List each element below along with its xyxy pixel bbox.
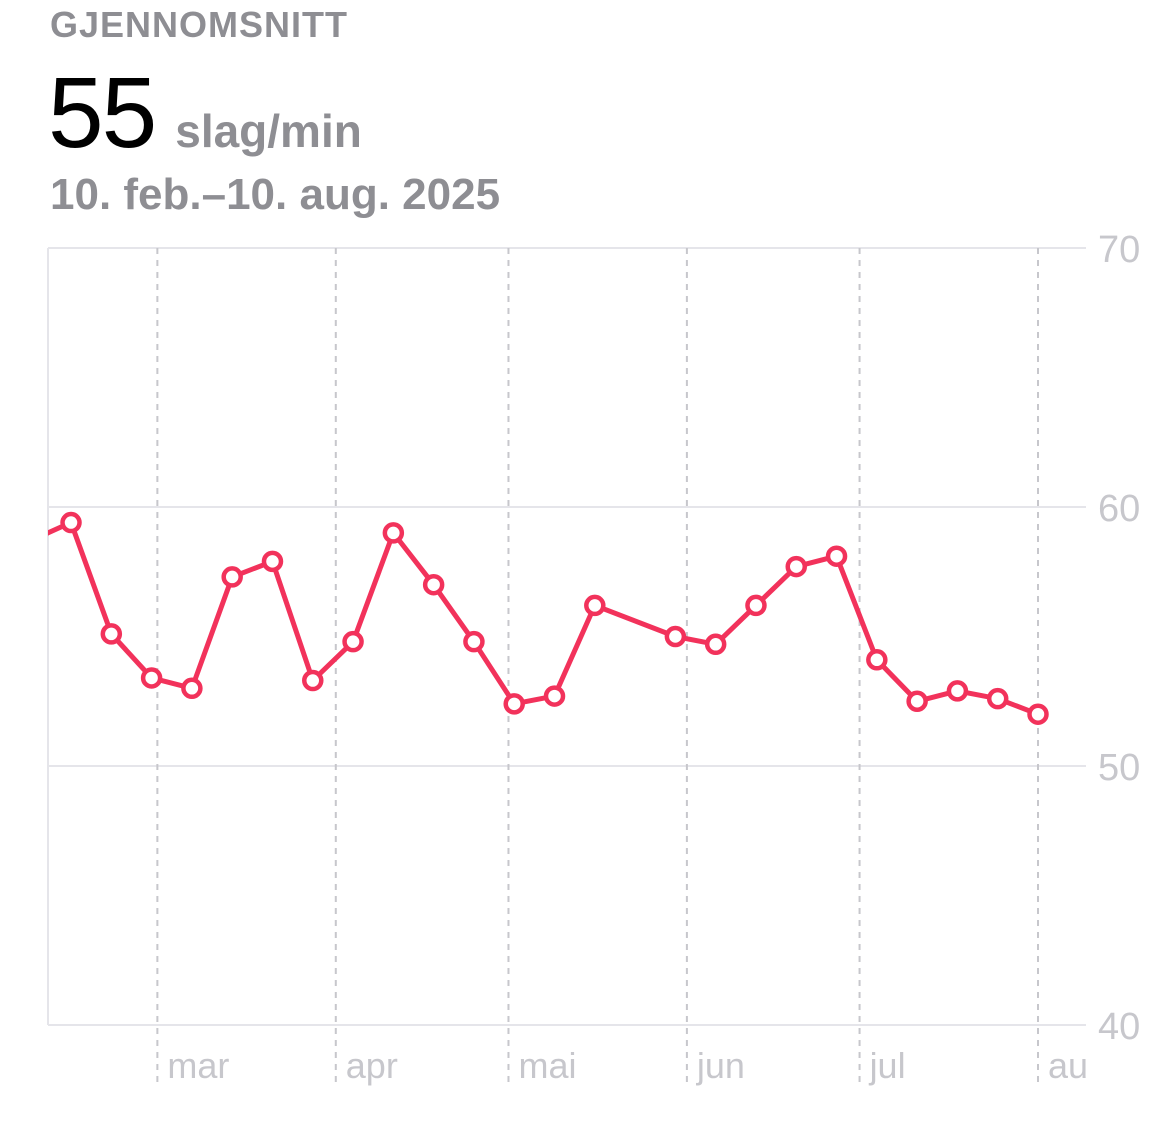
- y-tick-label: 50: [1098, 747, 1140, 789]
- y-tick-label: 40: [1098, 1006, 1140, 1048]
- data-point[interactable]: [463, 630, 485, 653]
- average-value: 55: [48, 57, 157, 169]
- data-point[interactable]: [342, 630, 364, 653]
- unit-label: slag/min: [175, 105, 362, 157]
- x-tick-label: mai: [518, 1045, 576, 1086]
- data-point[interactable]: [100, 623, 123, 645]
- data-point[interactable]: [422, 573, 445, 596]
- x-tick-label: jul: [869, 1045, 906, 1086]
- series-layer: [48, 511, 1049, 725]
- data-point[interactable]: [906, 690, 928, 712]
- data-point[interactable]: [866, 649, 888, 671]
- x-tick-label: apr: [346, 1045, 398, 1086]
- data-point[interactable]: [584, 594, 606, 617]
- data-point[interactable]: [543, 685, 566, 707]
- grid-layer: [47, 247, 1086, 1088]
- data-point[interactable]: [1027, 703, 1049, 725]
- date-range: 10. feb.–10. aug. 2025: [50, 170, 501, 219]
- data-point[interactable]: [825, 545, 848, 567]
- data-point[interactable]: [503, 693, 525, 715]
- y-axis-labels: 70 60 50 40: [1098, 229, 1140, 1048]
- data-point[interactable]: [946, 680, 969, 702]
- data-point[interactable]: [664, 625, 687, 648]
- data-point[interactable]: [986, 687, 1009, 710]
- data-point[interactable]: [221, 566, 243, 588]
- data-point[interactable]: [382, 522, 405, 544]
- x-tick-label: aug: [1048, 1045, 1108, 1086]
- data-point[interactable]: [261, 550, 284, 573]
- data-point[interactable]: [302, 669, 324, 692]
- data-point[interactable]: [60, 511, 82, 534]
- average-value-row: 55 slag/min: [48, 56, 362, 171]
- series-line: [48, 520, 1041, 717]
- x-tick-label: jun: [696, 1045, 745, 1086]
- x-tick-label: mar: [167, 1045, 229, 1086]
- data-point[interactable]: [181, 677, 203, 700]
- data-point[interactable]: [140, 667, 163, 689]
- data-point[interactable]: [704, 633, 727, 656]
- y-tick-label: 70: [1098, 229, 1140, 271]
- y-tick-label: 60: [1098, 488, 1140, 530]
- data-point[interactable]: [745, 594, 767, 617]
- metric-label: GJENNOMSNITT: [50, 4, 349, 45]
- x-axis-labels: mar apr mai jun jul aug: [167, 1045, 1108, 1086]
- data-point[interactable]: [785, 555, 808, 578]
